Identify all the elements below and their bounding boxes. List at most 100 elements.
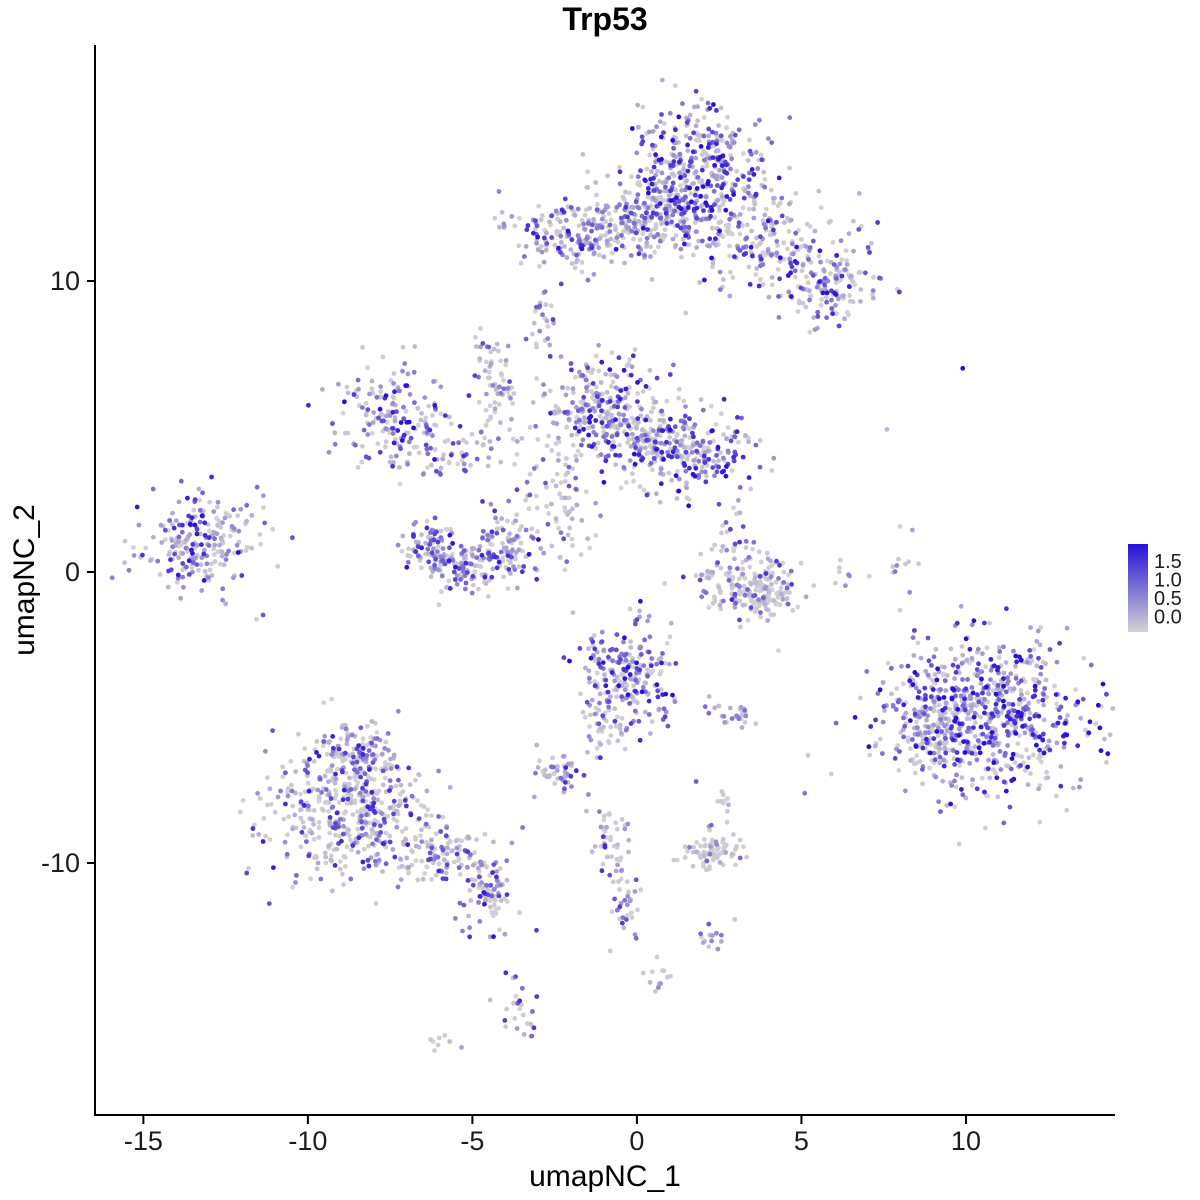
cell-point xyxy=(582,227,588,232)
cell-point xyxy=(729,582,735,587)
cell-point xyxy=(868,724,874,729)
cell-point xyxy=(661,706,667,712)
cell-point xyxy=(851,218,856,224)
cell-point xyxy=(717,269,723,275)
cell-point xyxy=(942,723,947,729)
cell-point xyxy=(637,448,642,454)
cell-point xyxy=(190,551,195,556)
cell-point xyxy=(750,546,755,552)
cell-point xyxy=(646,190,651,196)
cell-point xyxy=(728,211,734,217)
cell-point xyxy=(497,866,503,871)
cell-point xyxy=(635,391,640,396)
cell-point xyxy=(321,808,326,813)
cell-point xyxy=(701,453,707,459)
cell-point xyxy=(692,422,698,428)
cell-point xyxy=(360,785,365,791)
cell-point xyxy=(870,291,875,297)
cell-point xyxy=(316,825,322,830)
cell-point xyxy=(753,587,759,593)
cell-point xyxy=(444,825,449,830)
cell-point xyxy=(929,663,934,668)
cell-point xyxy=(303,789,308,795)
cell-point xyxy=(596,661,602,667)
cell-point xyxy=(656,706,662,712)
cell-point xyxy=(583,402,589,408)
cell-point xyxy=(534,927,539,933)
cell-point xyxy=(578,452,584,458)
cell-point xyxy=(332,780,338,786)
cell-point xyxy=(729,597,735,603)
cell-point xyxy=(692,220,698,225)
cell-point xyxy=(192,497,198,503)
cell-point xyxy=(566,495,572,501)
cell-point xyxy=(422,871,427,876)
cell-point xyxy=(725,114,730,120)
cell-point xyxy=(592,683,598,689)
cell-point xyxy=(742,719,748,725)
cell-point xyxy=(181,584,186,590)
cell-point xyxy=(634,617,640,623)
cell-point xyxy=(814,284,820,290)
cell-point xyxy=(998,767,1004,772)
cell-point xyxy=(747,282,753,287)
cell-point xyxy=(593,180,599,185)
cell-point xyxy=(485,537,491,543)
cell-point xyxy=(617,202,622,208)
cell-point xyxy=(202,568,208,574)
cell-point xyxy=(757,464,763,470)
cell-point xyxy=(503,970,509,976)
cell-point xyxy=(724,464,729,469)
cell-point xyxy=(1035,628,1041,634)
cell-point xyxy=(476,399,482,405)
cell-point xyxy=(1011,648,1016,654)
cell-point xyxy=(944,728,950,734)
cell-point xyxy=(516,243,522,249)
cell-point xyxy=(777,276,782,282)
cell-point xyxy=(1017,733,1022,738)
cell-point xyxy=(712,542,718,548)
cell-point xyxy=(807,329,813,335)
cell-point xyxy=(532,308,538,314)
cell-point xyxy=(483,422,489,428)
cell-point xyxy=(646,649,652,655)
cell-point xyxy=(219,549,225,555)
cell-point xyxy=(202,547,207,553)
cell-point xyxy=(502,1018,508,1023)
cell-point xyxy=(811,315,816,321)
cell-point xyxy=(669,219,674,225)
cell-point xyxy=(391,381,396,386)
cell-point xyxy=(719,548,724,554)
cell-point xyxy=(505,549,510,555)
cell-point xyxy=(714,469,720,475)
cell-point xyxy=(698,193,704,199)
cell-point xyxy=(714,842,720,848)
cell-point xyxy=(559,495,564,501)
cell-point xyxy=(720,234,726,240)
cell-point xyxy=(636,124,641,130)
cell-point xyxy=(448,452,454,458)
cell-point xyxy=(447,545,452,551)
cell-point xyxy=(556,439,562,445)
cell-point xyxy=(341,787,347,793)
cell-point xyxy=(757,574,763,579)
cell-point xyxy=(419,565,424,571)
cell-point xyxy=(347,775,352,781)
cell-point xyxy=(569,516,575,522)
cell-point xyxy=(753,606,759,611)
cell-point xyxy=(687,185,692,191)
cell-point xyxy=(988,677,993,682)
cell-point xyxy=(614,632,620,637)
cell-point xyxy=(765,218,771,224)
cell-point xyxy=(871,274,876,280)
cell-point xyxy=(651,164,657,170)
cell-point xyxy=(360,405,365,410)
cell-point xyxy=(867,250,872,256)
cell-point xyxy=(512,567,518,572)
cell-point xyxy=(656,657,662,662)
cell-point xyxy=(370,760,376,765)
cell-point xyxy=(1013,731,1019,736)
cell-point xyxy=(943,716,949,721)
cell-point xyxy=(948,725,954,731)
cell-point xyxy=(723,207,729,213)
